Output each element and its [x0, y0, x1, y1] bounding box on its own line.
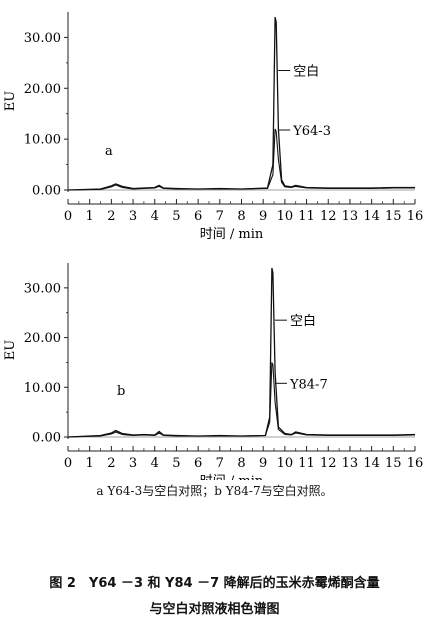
x-tick-label: 8	[237, 209, 245, 224]
x-tick-label: 13	[342, 209, 359, 224]
x-tick-label: 10	[277, 456, 294, 471]
x-tick-label: 16	[407, 209, 424, 224]
annotation-label: Y64-3	[292, 124, 331, 139]
x-tick-label: 11	[298, 209, 315, 224]
x-tick-label: 3	[129, 456, 137, 471]
x-tick-label: 6	[194, 209, 202, 224]
annotation-label: 空白	[290, 313, 316, 329]
y-axis-label: EU	[3, 340, 18, 360]
x-tick-label: 9	[259, 209, 267, 224]
y-tick-label: 10.00	[24, 381, 61, 396]
x-tick-label: 7	[216, 456, 224, 471]
x-tick-label: 0	[64, 209, 72, 224]
x-tick-label: 12	[320, 209, 337, 224]
series-line	[67, 267, 416, 438]
x-tick-label: 2	[107, 209, 115, 224]
y-tick-label: 30.00	[24, 281, 61, 296]
x-tick-label: 4	[151, 456, 159, 471]
y-tick-label: 30.00	[24, 31, 61, 46]
x-tick-label: 1	[86, 456, 94, 471]
series-line	[67, 128, 415, 191]
x-tick-label: 15	[385, 209, 402, 224]
x-tick-label: 12	[320, 456, 337, 471]
x-tick-label: 11	[298, 456, 315, 471]
series-line	[67, 362, 416, 438]
x-tick-label: 3	[129, 209, 137, 224]
x-axis-label: 时间 / min	[200, 227, 264, 242]
x-tick-label: 5	[172, 209, 180, 224]
x-tick-label: 16	[407, 456, 424, 471]
y-tick-label: 10.00	[24, 133, 61, 148]
x-tick-label: 13	[342, 456, 359, 471]
panel-label: a	[105, 144, 113, 159]
y-tick-label: 0.00	[32, 431, 61, 446]
y-tick-label: 20.00	[24, 82, 61, 97]
y-tick-label: 20.00	[24, 331, 61, 346]
series-line	[67, 16, 415, 191]
x-tick-label: 10	[277, 209, 294, 224]
figure-note: a Y64-3与空白对照；b Y84-7与空白对照。	[96, 484, 333, 498]
annotation-label: Y84-7	[289, 377, 328, 392]
x-tick-label: 6	[194, 456, 202, 471]
x-tick-label: 0	[64, 456, 72, 471]
annotation-label: 空白	[293, 63, 319, 79]
x-axis-label: 时间 / min	[200, 474, 264, 480]
panel-label: b	[117, 384, 125, 399]
x-tick-label: 9	[259, 456, 267, 471]
x-tick-label: 7	[216, 209, 224, 224]
x-tick-label: 5	[172, 456, 180, 471]
figure-caption-line-1: 图 2 Y64 －3 和 Y84 －7 降解后的玉米赤霉烯酮含量	[49, 576, 380, 591]
x-tick-label: 2	[107, 456, 115, 471]
x-tick-label: 1	[86, 209, 94, 224]
x-tick-label: 14	[363, 209, 380, 224]
x-tick-label: 15	[385, 456, 402, 471]
y-tick-label: 0.00	[32, 184, 61, 199]
x-tick-label: 4	[151, 209, 159, 224]
x-tick-label: 8	[237, 456, 245, 471]
figure-caption-line-2: 与空白对照液相色谱图	[149, 602, 280, 617]
y-axis-label: EU	[3, 91, 18, 111]
x-tick-label: 14	[363, 456, 380, 471]
